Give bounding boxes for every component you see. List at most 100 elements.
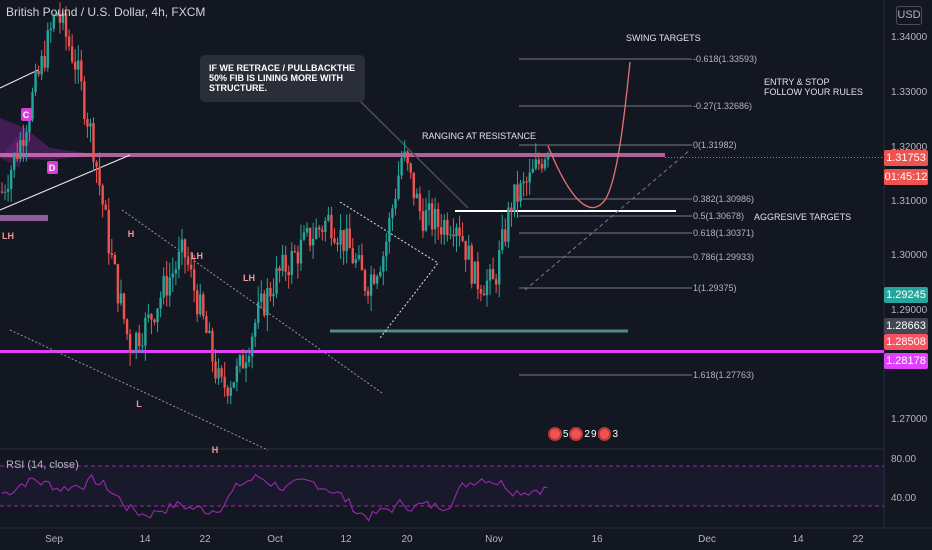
candle-body: [189, 264, 193, 270]
swing-projection-curve: [547, 61, 631, 209]
candle-body: [470, 245, 473, 284]
fib-label: 0.5(1.30678): [693, 211, 744, 221]
candle-body: [342, 229, 345, 252]
candle-body: [31, 92, 34, 120]
candle-body: [421, 211, 425, 231]
candle-body: [266, 287, 269, 316]
fib-label: -0.618(1.33593): [693, 54, 757, 64]
candle-body: [345, 228, 348, 252]
candle-body: [351, 248, 354, 264]
price-tick: 1.32000: [891, 142, 928, 153]
candle-body: [409, 163, 412, 173]
candle-body: [168, 277, 171, 296]
pattern-label-lh_left: LH: [2, 231, 14, 241]
candle-body: [183, 239, 187, 258]
fib-levels: [519, 58, 692, 376]
candle-body: [382, 256, 385, 272]
candle-body: [400, 157, 403, 176]
candle-body: [363, 270, 367, 291]
candle-body: [504, 229, 507, 242]
candle-body: [55, 13, 59, 16]
candle-body: [9, 169, 13, 189]
event-badges[interactable]: 5 2 9 3: [548, 425, 618, 443]
candle-body: [458, 227, 461, 236]
candle-body: [28, 119, 31, 133]
candle-body: [101, 185, 104, 205]
candle-body: [25, 132, 28, 146]
candle-body: [284, 254, 287, 272]
candle-body: [394, 198, 397, 209]
price-tick: 1.30000: [891, 250, 928, 261]
candle-body: [138, 332, 141, 346]
candle-body: [415, 193, 419, 199]
time-tick: 22: [852, 534, 864, 545]
candle-body: [375, 276, 379, 284]
event-count-1: 5: [562, 428, 569, 440]
candle-body: [241, 355, 245, 369]
left-structure-block: [0, 215, 48, 221]
candle-body: [446, 219, 449, 236]
candle-body: [6, 188, 10, 192]
candle-body: [476, 261, 480, 290]
candle-body: [61, 13, 65, 23]
support-line: [0, 350, 884, 353]
fib-label: 1.618(1.27763): [693, 370, 754, 380]
candle-body: [110, 253, 114, 256]
candle-body: [461, 235, 464, 241]
candle-body: [418, 193, 422, 212]
candle-body: [327, 214, 330, 221]
candle-body: [125, 319, 129, 335]
candle-body: [537, 159, 541, 165]
event-count-3: 9: [590, 428, 597, 440]
candle-body: [321, 229, 324, 232]
candle-body: [165, 275, 168, 296]
candle-body: [379, 271, 382, 277]
candle-body: [205, 316, 208, 333]
pattern-label-lh_mid2: LH: [243, 273, 255, 283]
candles: [0, 2, 550, 405]
candle-body: [455, 227, 458, 237]
swing-targets-label: SWING TARGETS: [626, 33, 701, 43]
candle-body: [269, 287, 272, 297]
fib-label: -0.27(1.32686): [693, 101, 752, 111]
pattern-marker: [21, 108, 32, 121]
candle-body: [369, 274, 373, 296]
candle-body: [430, 203, 434, 230]
price-tag: 1.28663: [884, 318, 928, 334]
candle-body: [253, 322, 257, 337]
candle-body: [467, 245, 470, 260]
candle-body: [162, 275, 165, 298]
candle-body: [153, 319, 156, 323]
price-tick: 1.27000: [891, 414, 928, 425]
candle-body: [452, 234, 455, 237]
candle-body: [37, 70, 40, 75]
pattern-label-h_bottom: H: [212, 445, 219, 455]
candle-body: [46, 30, 49, 68]
pattern-label-lh_mid: LH: [191, 251, 203, 261]
candle-body: [336, 242, 339, 245]
price-tag: 1.31753: [884, 150, 928, 166]
event-count-2: 2: [584, 428, 590, 440]
candle-body: [406, 151, 409, 164]
channel-upper: [121, 209, 383, 394]
candle-body: [22, 140, 25, 146]
candle-body: [433, 208, 437, 230]
trendline-white-2: [0, 154, 131, 211]
candle-body: [440, 226, 443, 235]
pattern-label-pattern_d: D: [49, 163, 56, 173]
candle-body: [290, 251, 293, 276]
candle-body: [263, 293, 266, 316]
candle-body: [229, 387, 232, 396]
candle-body: [199, 294, 202, 315]
candle-body: [226, 387, 229, 396]
candle-body: [507, 207, 510, 242]
trendline-white-1: [0, 69, 39, 89]
candle-body: [250, 336, 254, 357]
currency-button[interactable]: USD: [896, 6, 922, 25]
candle-body: [443, 219, 446, 235]
candle-body: [473, 261, 476, 284]
harmonic-pattern-fill: [0, 118, 100, 160]
candle-body: [92, 123, 95, 162]
candle-body: [436, 208, 440, 227]
